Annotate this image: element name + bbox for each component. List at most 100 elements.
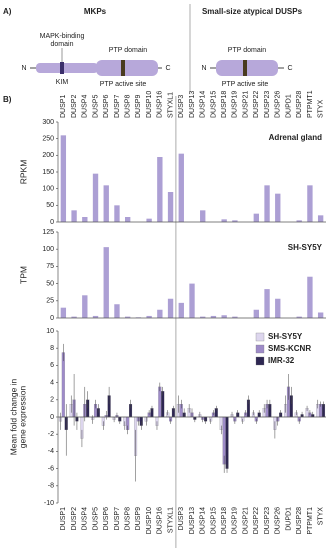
legend-swatch xyxy=(255,356,265,366)
x-tick-label: DUSP19 xyxy=(232,91,239,118)
legend-label: IMR-32 xyxy=(268,356,295,365)
bar xyxy=(296,220,302,222)
bar xyxy=(200,210,206,222)
x-tick-label: DUSP7 xyxy=(114,507,121,530)
y-tick-label: 0 xyxy=(50,219,54,226)
x-tick-label: DUSP19 xyxy=(232,507,239,534)
domain-label: domain xyxy=(51,41,74,48)
x-tick-label: STYXL1 xyxy=(167,507,174,533)
x-tick-label: STYX xyxy=(317,507,324,526)
x-tick-label: DUSP26 xyxy=(275,507,282,534)
bar xyxy=(92,315,99,318)
domain-label: MAPK-binding xyxy=(40,33,85,40)
bar xyxy=(82,295,88,318)
bar xyxy=(210,315,217,318)
bar xyxy=(103,185,109,222)
bar xyxy=(275,298,281,318)
x-tick-label: DUSP9 xyxy=(135,507,142,530)
x-tick-label: DUSP10 xyxy=(146,91,153,118)
c-term: C xyxy=(165,65,170,72)
bar xyxy=(296,316,302,318)
panel-label: A) xyxy=(3,7,12,16)
bar xyxy=(92,173,99,222)
y-axis-label: Mean fold change in xyxy=(8,378,18,455)
bar xyxy=(307,276,313,318)
x-tick-label: DUSP16 xyxy=(157,507,164,534)
domain-label: PTP domain xyxy=(228,47,266,54)
x-tick-label: STYXL1 xyxy=(167,92,174,118)
bar xyxy=(275,193,281,222)
x-tick-label: DUSP10 xyxy=(146,507,153,534)
bar xyxy=(167,298,174,318)
y-tick-label: 300 xyxy=(42,119,54,126)
bar xyxy=(264,289,270,318)
y-tick-label: 4 xyxy=(50,379,54,386)
domain-label: PTP domain xyxy=(109,47,147,54)
y-tick-label: 125 xyxy=(42,229,54,236)
x-tick-label: DUSP18 xyxy=(221,91,228,118)
x-tick-label: STYX xyxy=(317,99,324,118)
y-tick-label: 250 xyxy=(42,136,54,143)
x-tick-label: DUSP7 xyxy=(114,95,121,118)
bar xyxy=(178,302,184,318)
bar xyxy=(253,309,259,318)
y-axis-label: gene expression xyxy=(17,386,27,449)
x-tick-label: DUSP28 xyxy=(296,91,303,118)
bar xyxy=(125,316,131,318)
y-tick-label: 50 xyxy=(46,280,54,287)
x-tick-label: DUSP21 xyxy=(242,91,249,118)
x-tick-label: DUSP2 xyxy=(71,507,78,530)
bar xyxy=(232,220,238,222)
group-title: MKPs xyxy=(84,7,107,16)
bar xyxy=(82,217,88,222)
x-tick-label: DUSP8 xyxy=(125,507,132,530)
bar xyxy=(146,218,152,222)
y-tick-label: 0 xyxy=(50,315,54,322)
bar xyxy=(264,185,270,222)
ptp-domain xyxy=(96,60,158,76)
x-tick-label: DUSP1 xyxy=(60,95,67,118)
bar xyxy=(114,304,120,318)
y-tick-label: 150 xyxy=(42,169,54,176)
x-tick-label: DUSP14 xyxy=(200,91,207,118)
bar xyxy=(60,135,67,222)
x-tick-label: DUSP4 xyxy=(82,507,89,530)
chart-title: SH-SY5Y xyxy=(288,243,323,252)
bar xyxy=(71,316,77,318)
y-tick-label: 200 xyxy=(42,152,54,159)
bar xyxy=(317,312,324,318)
legend-swatch xyxy=(255,344,265,354)
kim-label: KIM xyxy=(56,79,69,86)
y-tick-label: 75 xyxy=(46,263,54,270)
x-tick-label: DUSP5 xyxy=(92,507,99,530)
kim-site xyxy=(60,62,64,74)
site-label: PTP active site xyxy=(100,81,147,88)
y-tick-label: -8 xyxy=(48,483,54,490)
y-tick-label: 0 xyxy=(50,414,54,421)
x-tick-label: DUSP13 xyxy=(189,507,196,534)
x-tick-label: DUSP6 xyxy=(103,95,110,118)
bar xyxy=(200,316,206,318)
y-tick-label: 10 xyxy=(46,328,54,335)
x-tick-label: DUSP16 xyxy=(157,91,164,118)
site-label: PTP active site xyxy=(222,81,269,88)
x-tick-label: DUSP13 xyxy=(189,91,196,118)
y-tick-label: 6 xyxy=(50,362,54,369)
x-tick-label: DUSP4 xyxy=(82,95,89,118)
legend-swatch xyxy=(255,332,265,342)
n-term: N xyxy=(201,65,206,72)
y-tick-label: -10 xyxy=(44,500,54,507)
bar xyxy=(125,217,131,222)
x-tick-label: DUSP15 xyxy=(210,91,217,118)
x-tick-label: DUSP23 xyxy=(264,91,271,118)
x-tick-label: DUSP26 xyxy=(275,91,282,118)
x-tick-label: DUSP18 xyxy=(221,507,228,534)
x-tick-label: DUSP6 xyxy=(103,507,110,530)
n-term: N xyxy=(21,65,26,72)
x-tick-label: DUSP14 xyxy=(200,507,207,534)
x-tick-label: PTPMT1 xyxy=(307,507,314,535)
x-tick-label: DUPD1 xyxy=(285,507,292,531)
bar xyxy=(158,386,162,418)
panel-label: B) xyxy=(3,95,12,104)
